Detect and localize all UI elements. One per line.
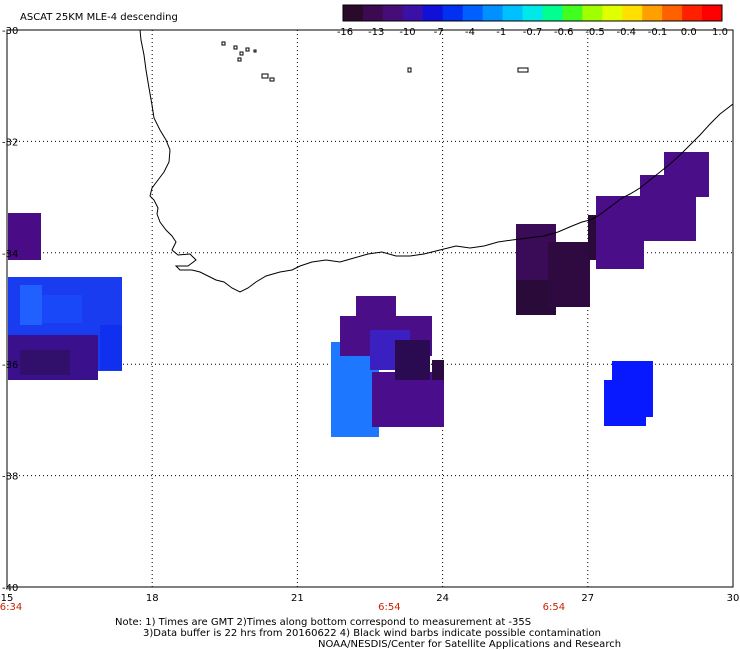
latitude-labels: -30 -32 -34 -36 -38 -40 <box>2 26 18 594</box>
islands <box>221 41 529 82</box>
lon-label-27: 27 <box>581 593 594 604</box>
note-line-1: Note: 1) Times are GMT 2)Times along bot… <box>115 617 532 628</box>
lon-label-15: 15 <box>1 593 14 604</box>
lat-label--36: -36 <box>2 360 18 371</box>
longitude-labels: 15 18 21 24 27 30 <box>1 593 740 604</box>
colorbar <box>342 4 723 22</box>
swath-west <box>8 213 122 380</box>
colorbar-label-7: -0.6 <box>554 27 574 38</box>
lat-label--30: -30 <box>2 26 18 37</box>
colorbar-label-6: -0.7 <box>523 27 543 38</box>
colorbar-swatch-14 <box>622 5 643 21</box>
colorbar-label-3: -7 <box>434 27 444 38</box>
colorbar-label-10: -0.1 <box>648 27 668 38</box>
pass-time-2: 6:54 <box>543 602 565 613</box>
colorbar-swatch-10 <box>542 5 563 21</box>
colorbar-label-11: 0.0 <box>681 27 697 38</box>
coastline <box>139 29 734 293</box>
colorbar-swatch-16 <box>662 5 683 21</box>
swath-east <box>516 152 709 426</box>
lat-label--38: -38 <box>2 472 18 483</box>
lon-label-18: 18 <box>146 593 159 604</box>
colorbar-label-2: -10 <box>399 27 415 38</box>
note-line-3: NOAA/NESDIS/Center for Satellite Applica… <box>318 639 622 650</box>
colorbar-swatch-9 <box>522 5 543 21</box>
colorbar-swatch-15 <box>642 5 663 21</box>
colorbar-swatch-11 <box>562 5 583 21</box>
swath-central <box>331 296 444 437</box>
pass-time-labels: 6:34 6:54 6:54 <box>0 602 565 613</box>
lat-label--34: -34 <box>2 249 18 260</box>
lon-label-30: 30 <box>727 593 740 604</box>
colorbar-swatch-0 <box>343 5 364 21</box>
colorbar-label-5: -1 <box>496 27 506 38</box>
colorbar-label-4: -4 <box>465 27 475 38</box>
colorbar-swatch-5 <box>442 5 464 21</box>
lat-label--32: -32 <box>2 137 18 148</box>
colorbar-swatch-13 <box>602 5 623 21</box>
colorbar-swatch-6 <box>462 5 484 21</box>
colorbar-swatch-1 <box>362 5 384 21</box>
pass-time-1: 6:54 <box>378 602 400 613</box>
colorbar-label-0: -16 <box>337 27 353 38</box>
pass-time-0: 6:34 <box>0 602 22 613</box>
colorbar-swatch-17 <box>682 5 703 21</box>
chart-title: ASCAT 25KM MLE-4 descending <box>20 12 178 23</box>
colorbar-swatch-2 <box>382 5 404 21</box>
note-line-2: 3)Data buffer is 22 hrs from 20160622 4)… <box>143 628 601 639</box>
colorbar-swatch-12 <box>582 5 603 21</box>
colorbar-labels: -16 -13 -10 -7 -4 -1 -0.7 -0.6 -0.5 -0.4 -0.1 0.0 1.… <box>337 27 728 38</box>
lon-label-24: 24 <box>436 593 449 604</box>
colorbar-label-8: -0.5 <box>585 27 605 38</box>
colorbar-swatch-3 <box>402 5 424 21</box>
lat-label--40: -40 <box>2 583 18 594</box>
colorbar-swatch-18 <box>702 5 723 21</box>
colorbar-label-12: 1.0 <box>712 27 728 38</box>
colorbar-swatch-4 <box>422 5 444 21</box>
colorbar-frame <box>342 4 723 22</box>
lon-label-21: 21 <box>291 593 304 604</box>
colorbar-label-1: -13 <box>368 27 384 38</box>
plot-frame <box>6 29 734 588</box>
colorbar-label-9: -0.4 <box>616 27 636 38</box>
colorbar-swatch-7 <box>482 5 504 21</box>
colorbar-swatch-8 <box>502 5 524 21</box>
